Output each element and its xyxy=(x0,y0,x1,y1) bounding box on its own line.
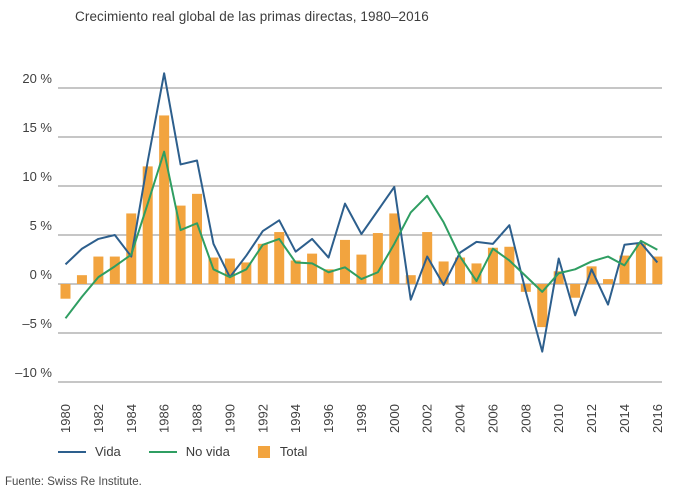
chart-legend: Vida No vida Total xyxy=(58,444,335,459)
total-bar-2000 xyxy=(389,213,400,284)
total-bar-1994 xyxy=(290,260,301,284)
x-tick-label-1988: 1988 xyxy=(190,404,205,433)
total-bar-2004 xyxy=(455,257,466,284)
x-tick-label-1984: 1984 xyxy=(124,404,139,433)
total-bar-1990 xyxy=(224,258,235,284)
legend-item-no-vida: No vida xyxy=(148,444,230,459)
x-tick-label-2002: 2002 xyxy=(420,404,435,433)
total-bar-1991 xyxy=(241,262,252,284)
x-tick-label-1986: 1986 xyxy=(157,404,172,433)
x-tick-label-1980: 1980 xyxy=(58,404,73,433)
x-tick-label-2010: 2010 xyxy=(551,404,566,433)
total-bar-1997 xyxy=(339,239,350,284)
x-tick-label-2006: 2006 xyxy=(485,404,500,433)
total-bar-2015 xyxy=(635,243,646,284)
total-bar-1984 xyxy=(126,213,137,284)
x-tick-label-1994: 1994 xyxy=(288,404,303,433)
x-tick-label-1998: 1998 xyxy=(354,404,369,433)
total-bar-2012 xyxy=(586,266,597,284)
y-tick-label-20: 20 % xyxy=(22,71,52,86)
total-bar-2011 xyxy=(570,284,581,298)
x-tick-label-2016: 2016 xyxy=(650,404,665,433)
y-tick-label--5: –5 % xyxy=(22,316,52,331)
x-tick-label-2012: 2012 xyxy=(584,404,599,433)
legend-label-vida: Vida xyxy=(95,444,121,459)
total-bar-1981 xyxy=(76,275,87,284)
y-tick-label-10: 10 % xyxy=(22,169,52,184)
legend-label-total: Total xyxy=(279,444,308,459)
total-bar-1993 xyxy=(274,232,285,284)
x-tick-label-1982: 1982 xyxy=(91,404,106,433)
total-bar-2009 xyxy=(537,284,548,328)
x-tick-label-2000: 2000 xyxy=(387,404,402,433)
legend-label-no-vida: No vida xyxy=(185,444,230,459)
vida-line-swatch xyxy=(58,450,86,453)
legend-item-total: Total xyxy=(257,444,308,459)
total-bar-2010 xyxy=(553,271,564,284)
total-bar-swatch xyxy=(257,445,270,458)
y-tick-label--10: –10 % xyxy=(15,365,52,380)
total-bar-1989 xyxy=(208,257,219,284)
y-tick-label-0: 0 % xyxy=(30,267,53,282)
x-tick-label-2014: 2014 xyxy=(617,404,632,433)
x-tick-label-1996: 1996 xyxy=(321,404,336,433)
total-bar-1999 xyxy=(372,233,383,284)
legend-item-vida: Vida xyxy=(58,444,121,459)
chart-title: Crecimiento real global de las primas di… xyxy=(75,9,429,24)
total-bar-2003 xyxy=(438,261,449,284)
total-bar-2013 xyxy=(603,279,614,284)
no-vida-line xyxy=(64,150,658,319)
total-bar-2001 xyxy=(405,275,416,284)
total-bar-1983 xyxy=(109,256,120,284)
y-tick-label-5: 5 % xyxy=(30,218,53,233)
total-bar-2006 xyxy=(487,247,498,284)
total-bar-1992 xyxy=(257,243,268,284)
total-bar-1986 xyxy=(159,115,170,284)
total-bar-1995 xyxy=(307,253,318,284)
total-bar-1998 xyxy=(356,254,367,284)
x-tick-label-1992: 1992 xyxy=(255,404,270,433)
total-bar-1982 xyxy=(93,256,104,284)
total-bar-2005 xyxy=(471,263,482,284)
total-bar-2007 xyxy=(504,246,515,284)
total-bar-2016 xyxy=(652,256,663,284)
total-bar-1987 xyxy=(175,205,186,284)
no-vida-line-swatch xyxy=(148,450,177,453)
x-tick-label-2008: 2008 xyxy=(518,404,533,433)
vida-line xyxy=(64,72,659,353)
total-bar-2014 xyxy=(619,255,630,284)
x-tick-label-1990: 1990 xyxy=(222,404,237,433)
y-tick-label-15: 15 % xyxy=(22,120,52,135)
total-bar-1980 xyxy=(60,284,71,299)
total-bar-1988 xyxy=(192,193,203,284)
total-bar-1996 xyxy=(323,269,334,284)
total-bar-1985 xyxy=(142,166,153,284)
x-tick-label-2004: 2004 xyxy=(453,404,468,433)
source-note: Fuente: Swiss Re Institute. xyxy=(5,476,142,488)
